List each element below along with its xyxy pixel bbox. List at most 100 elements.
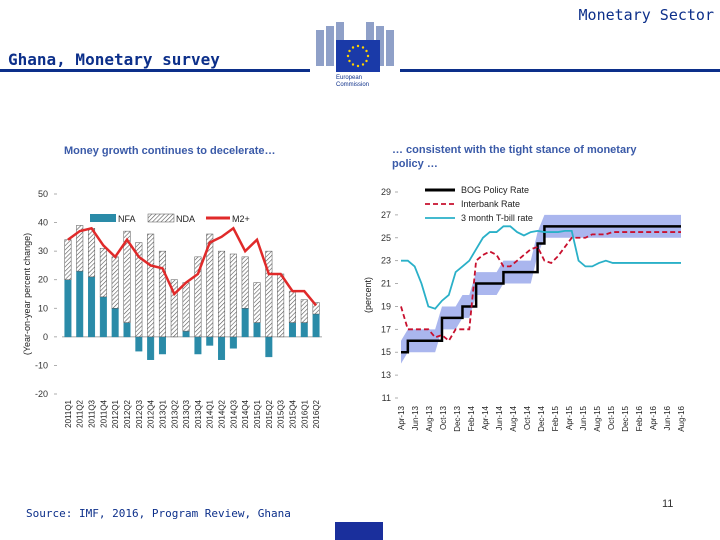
chart1-legend-m2: M2+ bbox=[232, 214, 250, 224]
chart2-y-tick: 13 bbox=[381, 370, 391, 380]
chart1-bar-nda bbox=[147, 233, 155, 338]
chart2-x-tick: Oct-13 bbox=[439, 405, 448, 430]
logo-text: European Commission bbox=[336, 75, 369, 89]
chart2-x-tick: Apr-14 bbox=[481, 405, 490, 430]
chart1-y-label: (Year-on-year percent change) bbox=[22, 233, 32, 355]
chart2-y-tick: 25 bbox=[381, 233, 391, 243]
eu-stars-icon bbox=[346, 44, 370, 68]
chart2-y-tick: 19 bbox=[381, 301, 391, 311]
chart1-bar-nfa bbox=[64, 279, 72, 338]
chart2-x-tick: Aug-14 bbox=[509, 405, 518, 431]
chart2-x-tick: Apr-13 bbox=[397, 405, 406, 430]
chart1-x-tick: 2012Q1 bbox=[111, 399, 120, 428]
chart2-legend-interbank: Interbank Rate bbox=[461, 199, 520, 209]
chart1-x-tick: 2013Q3 bbox=[182, 399, 191, 428]
chart1-y-tick: 10 bbox=[38, 303, 48, 313]
page-number: 11 bbox=[662, 498, 674, 510]
chart2-x-tick: Aug-13 bbox=[425, 405, 434, 431]
chart1-bar-nfa bbox=[88, 276, 96, 338]
chart1-bar-nda bbox=[265, 250, 273, 338]
chart1-x-tick: 2011Q4 bbox=[99, 399, 108, 427]
chart1-x-tick: 2011Q1 bbox=[64, 399, 73, 427]
chart2-x-tick: Jun-14 bbox=[495, 405, 504, 430]
chart1-bar-nfa bbox=[312, 313, 320, 338]
chart1-title: Money growth continues to decelerate… bbox=[64, 145, 276, 157]
chart1-bar-nfa bbox=[229, 336, 237, 349]
chart1-bar-nfa bbox=[158, 336, 166, 355]
chart1-bar-nda bbox=[76, 225, 84, 272]
chart2-x-tick: Oct-14 bbox=[523, 405, 532, 430]
slide-title: Ghana, Monetary survey bbox=[8, 50, 220, 69]
chart1-x-tick: 2016Q1 bbox=[300, 399, 309, 428]
chart1-x-tick: 2014Q1 bbox=[206, 399, 215, 428]
chart2-legend-policy: BOG Policy Rate bbox=[461, 185, 529, 195]
chart1-bar-nfa bbox=[111, 308, 119, 338]
chart2-x-tick: Feb-15 bbox=[551, 405, 560, 431]
chart1-bar-nfa bbox=[135, 336, 143, 352]
chart1-y-tick: -10 bbox=[35, 360, 48, 370]
chart2-title: … consistent with the tight stance of mo… bbox=[392, 144, 637, 170]
chart1-x-tick: 2014Q3 bbox=[229, 399, 238, 428]
chart1-x-tick: 2011Q3 bbox=[88, 399, 97, 427]
chart2-x-tick: Aug-15 bbox=[593, 405, 602, 431]
chart1-bar-nda bbox=[158, 250, 166, 338]
chart1-legend-nfa: NFA bbox=[118, 214, 136, 224]
chart2-x-tick: Dec-14 bbox=[537, 405, 546, 431]
chart1-x-tick: 2012Q2 bbox=[123, 399, 132, 428]
chart2-policy-rates: 29 27 25 23 21 19 17 15 13 11 (percent) Apr-13 Jun-1… bbox=[363, 185, 686, 432]
chart1-money-growth: 50 40 30 20 10 0 -10 -20 (Year-on-year percent c… bbox=[22, 189, 322, 428]
chart1-x-tick: 2012Q3 bbox=[135, 399, 144, 428]
logo-text-line2: Commission bbox=[336, 82, 370, 88]
chart2-y-tick: 29 bbox=[381, 187, 391, 197]
chart1-bar-nfa bbox=[253, 322, 261, 338]
chart2-x-tick: Aug-16 bbox=[677, 405, 686, 431]
chart1-bar-nda bbox=[111, 256, 119, 309]
chart2-interbank-line bbox=[400, 231, 681, 343]
chart1-x-tick: 2016Q2 bbox=[312, 399, 321, 428]
chart1-bar-nda bbox=[229, 253, 237, 338]
chart1-bar-nda bbox=[241, 256, 249, 309]
chart2-y-tick: 23 bbox=[381, 256, 391, 266]
logo-text-line1: European bbox=[336, 75, 363, 81]
chart1-x-tick: 2011Q2 bbox=[76, 399, 85, 427]
chart1-m2-line bbox=[67, 226, 318, 307]
chart1-bar-nda bbox=[123, 230, 131, 323]
chart1-bar-nfa bbox=[300, 322, 308, 338]
chart1-bar-nda bbox=[206, 233, 214, 338]
chart1-legend-nda-swatch bbox=[147, 213, 175, 223]
chart1-bar-nda bbox=[99, 248, 107, 298]
chart1-bar-nda bbox=[135, 242, 143, 338]
chart2-x-tick: Jun-13 bbox=[411, 405, 420, 430]
chart1-bar-nfa bbox=[194, 336, 202, 355]
chart1-bar-nfa bbox=[147, 336, 155, 360]
chart1-bar-nfa bbox=[265, 336, 273, 358]
chart1-y-tick: 40 bbox=[38, 218, 48, 228]
chart1-bar-nda bbox=[88, 228, 96, 278]
chart2-policy-line bbox=[401, 225, 681, 354]
chart1-x-tick: 2014Q2 bbox=[218, 399, 227, 428]
chart1-bar-nfa bbox=[241, 308, 249, 338]
footer-bar bbox=[335, 522, 383, 540]
title-rule bbox=[0, 69, 310, 72]
chart1-bar-nda bbox=[312, 302, 320, 315]
chart1-x-tick: 2015Q4 bbox=[288, 399, 297, 428]
chart2-y-label: (percent) bbox=[363, 277, 373, 313]
european-commission-logo bbox=[316, 22, 394, 72]
chart2-y-tick: 17 bbox=[381, 324, 391, 334]
chart1-bar-nda bbox=[300, 299, 308, 323]
source-note: Source: IMF, 2016, Program Review, Ghana bbox=[26, 507, 291, 520]
chart2-y-tick: 21 bbox=[381, 279, 391, 289]
chart2-x-tick: Dec-15 bbox=[621, 405, 630, 431]
chart2-x-tick: Jun-15 bbox=[579, 405, 588, 430]
chart2-x-tick: Feb-14 bbox=[467, 405, 476, 431]
chart1-x-tick: 2013Q1 bbox=[158, 399, 167, 428]
chart2-y-tick: 11 bbox=[382, 393, 391, 403]
chart1-x-tick: 2015Q3 bbox=[277, 399, 286, 428]
section-label: Monetary Sector bbox=[578, 6, 714, 24]
chart2-x-tick: Apr-15 bbox=[565, 405, 574, 430]
chart2-x-tick: Feb-16 bbox=[635, 405, 644, 431]
chart1-bar-nfa bbox=[123, 322, 131, 338]
chart2-x-tick: Dec-13 bbox=[453, 405, 462, 431]
chart1-x-tick: 2014Q4 bbox=[241, 399, 250, 428]
chart1-y-tick: 20 bbox=[38, 275, 48, 285]
